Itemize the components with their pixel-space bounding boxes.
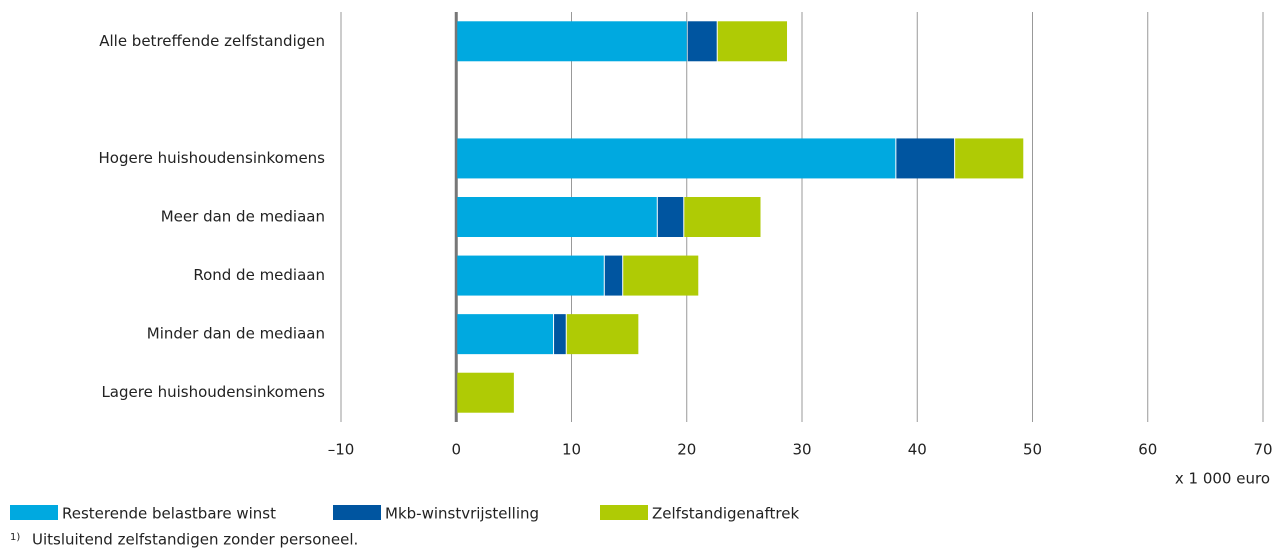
bar-segment xyxy=(684,197,761,237)
y-tick-label: Lagere huishoudensinkomens xyxy=(101,383,325,401)
x-tick-label: 50 xyxy=(1023,441,1042,459)
bar-segment xyxy=(457,138,896,179)
x-tick-label: 60 xyxy=(1138,441,1157,459)
y-tick-label: Hogere huishoudensinkomens xyxy=(99,149,326,167)
bar-segment xyxy=(657,197,684,237)
x-tick-label: 40 xyxy=(908,441,927,459)
bar-segment xyxy=(687,21,717,62)
footnote: Uitsluitend zelfstandigen zonder persone… xyxy=(32,531,358,549)
x-tick-label: –10 xyxy=(328,441,355,459)
y-tick-label: Rond de mediaan xyxy=(193,266,325,284)
legend-swatch xyxy=(10,505,58,520)
x-tick-label: 20 xyxy=(677,441,696,459)
bar-segment xyxy=(623,255,699,296)
y-tick-label: Meer dan de mediaan xyxy=(161,208,325,226)
legend-label: Resterende belastbare winst xyxy=(62,505,276,523)
bar-segment xyxy=(604,255,623,296)
x-tick-label: 10 xyxy=(562,441,581,459)
bar-segment xyxy=(457,372,514,413)
x-axis-label: x 1 000 euro xyxy=(1175,470,1270,488)
x-tick-label: 30 xyxy=(792,441,811,459)
bar-segment xyxy=(554,314,566,355)
legend-swatch xyxy=(600,505,648,520)
bar-segment xyxy=(457,197,657,237)
bar-segment xyxy=(566,314,639,355)
x-tick-label: 70 xyxy=(1253,441,1272,459)
bar-segment xyxy=(457,21,687,62)
legend-swatch xyxy=(333,505,381,520)
y-tick-label: Minder dan de mediaan xyxy=(147,325,325,343)
bar-segment xyxy=(717,21,788,62)
legend-label: Zelfstandigenaftrek xyxy=(652,505,799,523)
footnote-marker: 1) xyxy=(10,532,20,543)
legend-label: Mkb-winstvrijstelling xyxy=(385,505,539,523)
y-tick-label: Alle betreffende zelfstandigen xyxy=(99,32,325,50)
bar-segment xyxy=(457,314,554,355)
x-tick-label: 0 xyxy=(451,441,461,459)
bar-segment xyxy=(955,138,1024,179)
bar-segment xyxy=(896,138,955,179)
bar-segment xyxy=(457,255,604,296)
